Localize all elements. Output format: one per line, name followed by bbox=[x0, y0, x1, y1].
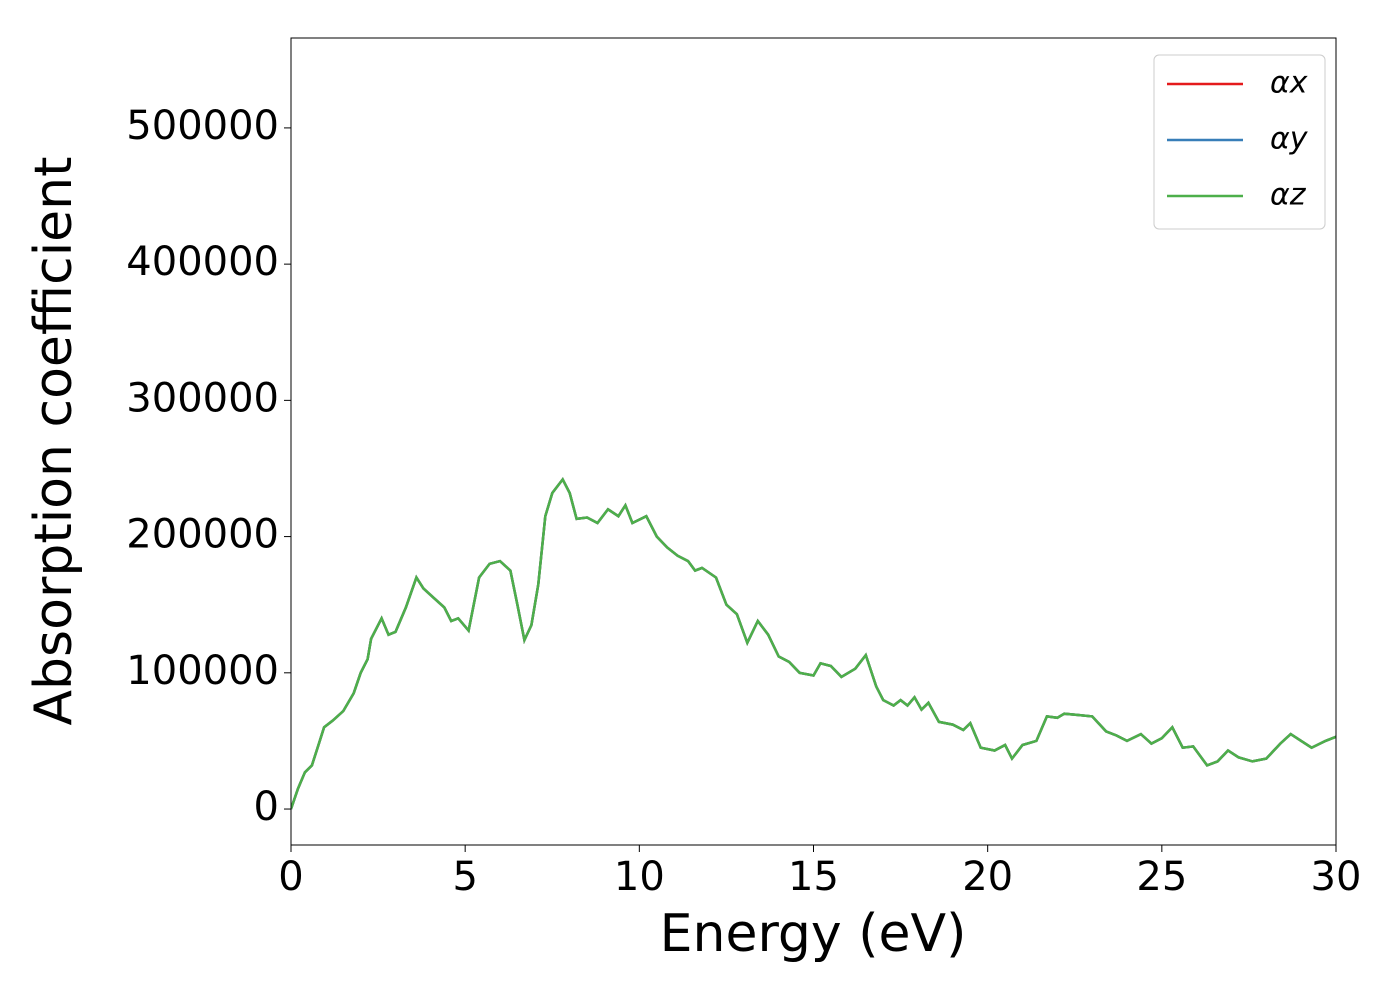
x-tick-label: 30 bbox=[1311, 854, 1362, 900]
x-axis-label: Energy (eV) bbox=[660, 904, 967, 964]
legend-box bbox=[1153, 54, 1326, 230]
y-tick-label: 300000 bbox=[126, 375, 279, 421]
plot-frame bbox=[290, 37, 1337, 846]
data-line bbox=[291, 477, 1336, 810]
legend-label: αy bbox=[1270, 122, 1309, 157]
y-tick-label: 400000 bbox=[126, 239, 279, 285]
y-axis-label: Absorption coefficient bbox=[24, 156, 84, 725]
y-tick-label: 200000 bbox=[126, 512, 279, 558]
legend-label: αx bbox=[1270, 66, 1308, 101]
x-tick-label: 15 bbox=[788, 854, 839, 900]
data-line bbox=[291, 477, 1336, 810]
x-tick-label: 25 bbox=[1136, 854, 1187, 900]
x-tick-label: 20 bbox=[962, 854, 1013, 900]
y-tick-label: 0 bbox=[254, 784, 279, 830]
y-tick-label: 100000 bbox=[126, 648, 279, 694]
y-tick-label: 500000 bbox=[126, 103, 279, 149]
x-tick-label: 10 bbox=[614, 854, 665, 900]
data-line bbox=[291, 477, 1336, 810]
x-tick-label: 5 bbox=[452, 854, 477, 900]
x-tick-label: 0 bbox=[278, 854, 303, 900]
legend-label: αz bbox=[1270, 178, 1307, 213]
